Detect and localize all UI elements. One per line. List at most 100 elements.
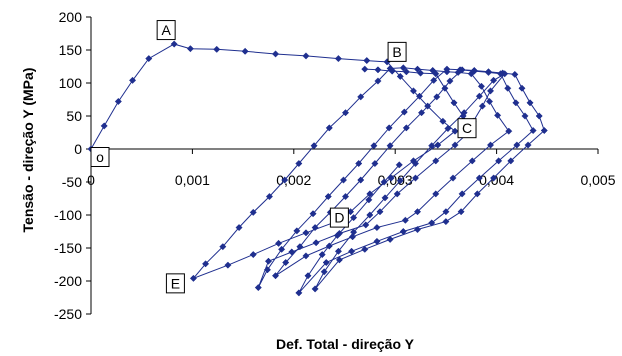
data-point [350,214,358,222]
data-point [439,117,447,125]
data-point [341,109,350,117]
data-point [311,285,319,293]
data-point [475,174,483,182]
data-point [275,239,283,247]
data-point [186,45,194,53]
data-point [432,70,440,78]
data-point [400,108,408,116]
data-point [432,157,440,165]
data-point [413,208,422,216]
annotation-box [165,273,185,294]
data-point [484,68,493,76]
data-point [449,174,457,182]
data-point [219,243,227,251]
data-point [304,272,312,280]
data-point [374,66,382,74]
y-tick-label: -200 [54,273,82,289]
data-point [450,99,458,107]
data-point [373,237,381,245]
data-point [526,99,534,107]
annotation-box [387,41,407,62]
data-point [374,77,382,85]
annotation-label: D [334,210,344,226]
x-tick-label: 0,001 [175,172,210,188]
data-point [486,87,495,95]
data-point [334,55,342,63]
data-point [393,190,401,198]
data-point [325,124,333,132]
data-point [490,174,498,182]
data-point [458,190,466,198]
data-point [388,67,396,75]
data-point [444,124,452,133]
data-point [512,99,520,107]
data-point [386,142,394,150]
data-point [396,72,404,80]
data-point [361,65,369,73]
annotation-label: A [161,22,171,38]
data-point [334,247,342,255]
data-point [355,159,363,168]
data-point [495,157,503,165]
data-point [318,251,326,259]
point-annotations: A B C D Eo [90,20,477,294]
data-point [320,268,328,276]
data-point [235,223,243,232]
annotation-label: E [171,275,180,291]
data-point [446,77,454,85]
annotation-box [457,118,477,139]
data-point [189,274,197,282]
data-point [376,208,384,216]
data-point [511,70,519,78]
data-point [411,174,420,182]
data-point [349,233,357,241]
data-point [428,219,436,227]
data-point [396,177,404,185]
data-point [395,161,403,169]
data-point [145,55,153,63]
data-point [362,221,370,229]
data-point [486,141,495,149]
data-point [434,141,442,149]
data-point [529,126,537,135]
data-point [366,211,374,219]
data-point [170,40,178,48]
data-point [295,289,303,297]
data-point [416,69,425,77]
y-tick-label: -50 [62,174,82,190]
data-point [424,102,432,110]
data-point [373,223,381,232]
data-point [361,245,369,253]
data-point [521,112,529,120]
annotation-box [156,20,176,41]
data-point [309,210,317,218]
data-point [302,229,310,237]
y-axis-title: Tensão - direção Y (MPa) [20,68,36,233]
y-tick-label: 0 [74,141,82,157]
y-tick-label: -100 [54,207,82,223]
y-tick-label: 150 [59,42,83,58]
annotation-box [90,147,110,167]
data-point [281,176,289,184]
data-point [475,92,483,100]
y-tick-label: 50 [66,108,82,124]
data-point [401,216,409,224]
data-point [341,192,350,201]
data-point [490,76,498,84]
data-point [365,196,373,204]
data-point [432,190,440,198]
data-point [540,126,548,135]
data-point [415,92,424,100]
data-point [265,192,274,201]
data-point [399,227,407,236]
data-point [339,176,348,184]
data-point [363,57,371,65]
data-point [271,272,280,280]
data-point [241,47,249,55]
data-point [535,112,543,120]
data-point [249,251,257,259]
axes: 200 150 100 50 0 -50 -100 -150 -200 -250 0 0,001 0,0… [54,9,616,322]
data-point [433,93,441,101]
series-line-1 [90,43,545,290]
data-point [335,256,343,264]
